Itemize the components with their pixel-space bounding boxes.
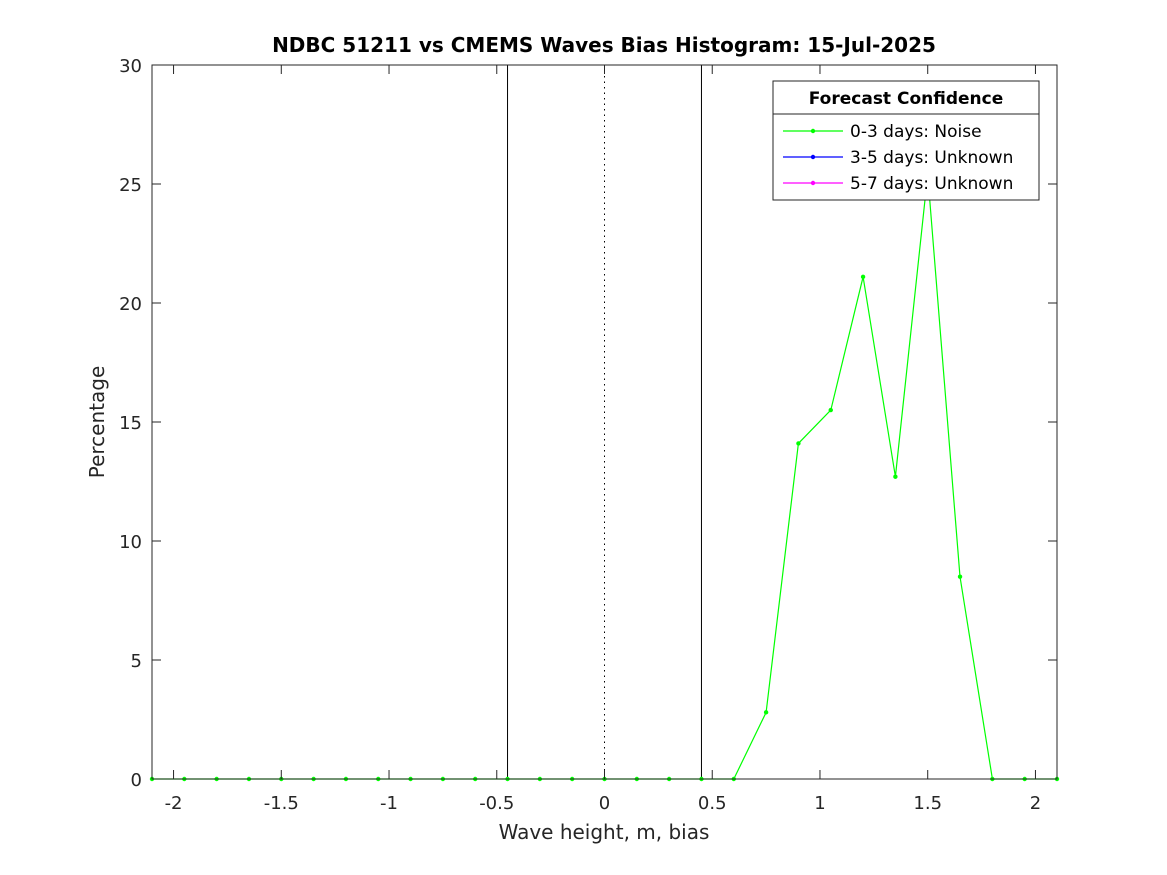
reference-lines [507, 65, 702, 779]
y-axis-label: Percentage [85, 366, 109, 479]
legend-label-3: 5-7 days: Unknown [850, 174, 1013, 194]
legend: Forecast Confidence 0-3 days: Noise 3-5 d… [772, 80, 1040, 201]
data-point [957, 574, 963, 579]
legend-marker-2 [810, 154, 816, 160]
y-tick-label: 20 [119, 294, 142, 315]
x-tick-label: 0.5 [698, 793, 727, 814]
legend-label-2: 3-5 days: Unknown [850, 148, 1013, 168]
legend-label-1: 0-3 days: Noise [850, 122, 982, 142]
y-tick-label: 15 [119, 413, 142, 434]
data-point [763, 710, 769, 715]
data-point [860, 274, 866, 280]
x-tick-label: -1.5 [264, 793, 299, 814]
x-tick-label: -0.5 [479, 793, 514, 814]
y-tick-label: 25 [119, 175, 142, 196]
x-axis-label: Wave height, m, bias [499, 820, 710, 844]
data-point [796, 441, 801, 446]
legend-marker-1 [810, 128, 816, 134]
x-tick-label: 1.5 [913, 793, 942, 814]
y-tick-label: 0 [131, 770, 142, 791]
data-point [893, 474, 898, 479]
x-tick-label: 0 [599, 793, 610, 814]
data-point [828, 407, 833, 413]
x-tick-label: -2 [165, 793, 183, 814]
chart-title: NDBC 51211 vs CMEMS Waves Bias Histogram… [272, 33, 936, 57]
legend-marker-3 [810, 180, 816, 186]
legend-entries: 0-3 days: Noise 3-5 days: Unknown 5-7 days… [783, 122, 1013, 194]
x-tick-label: -1 [380, 793, 398, 814]
x-tick-label: 1 [814, 793, 825, 814]
legend-box [772, 80, 1040, 201]
y-tick-label: 5 [131, 651, 142, 672]
y-tick-label: 10 [119, 532, 142, 553]
x-tick-label: 2 [1030, 793, 1041, 814]
y-tick-label: 30 [119, 56, 142, 77]
legend-title: Forecast Confidence [809, 89, 1004, 109]
